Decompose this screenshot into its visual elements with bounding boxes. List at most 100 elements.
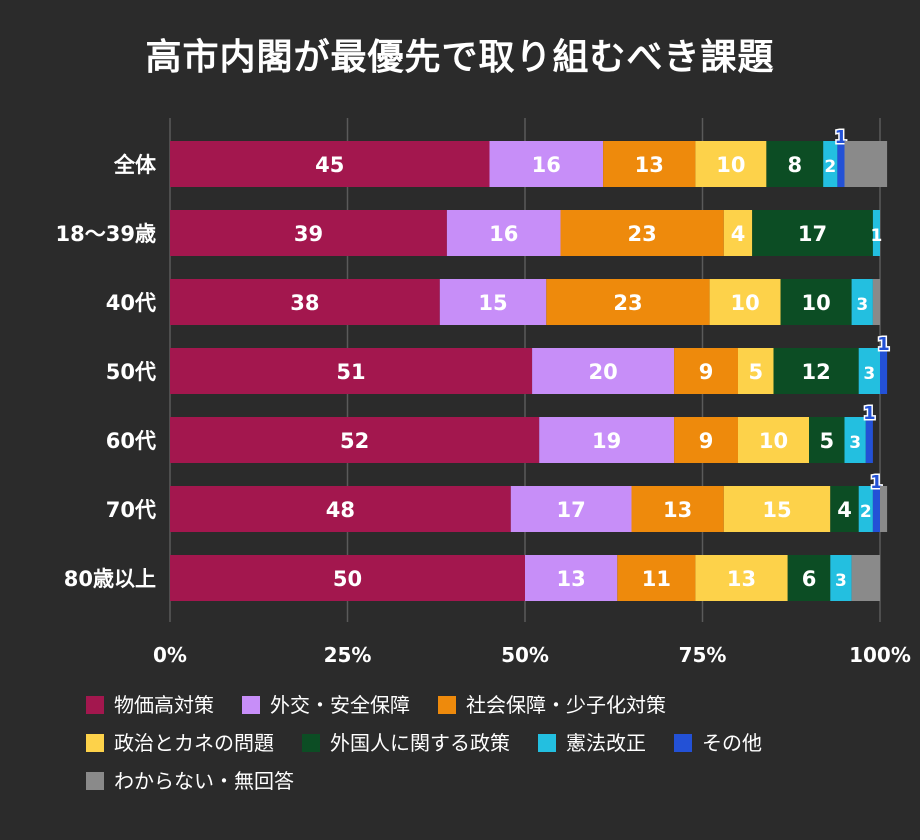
x-tick-label: 75% xyxy=(679,643,727,667)
bar-segment xyxy=(723,486,831,532)
data-label: 20 xyxy=(588,360,617,384)
data-label: 17 xyxy=(798,222,827,246)
legend-swatch xyxy=(538,734,556,752)
data-label: 4 xyxy=(731,222,746,246)
legend-swatch xyxy=(86,696,104,714)
bar-segment xyxy=(532,348,675,394)
bar-segment xyxy=(170,348,533,394)
data-label: 2 xyxy=(824,157,836,177)
data-label: 3 xyxy=(856,295,868,315)
bar-segment xyxy=(546,279,710,325)
bar-segment xyxy=(674,417,738,463)
legend-swatch xyxy=(674,734,692,752)
bar-segment xyxy=(695,555,788,601)
bar-segment xyxy=(510,486,632,532)
bar-segment xyxy=(823,141,838,187)
bar-segment xyxy=(439,279,547,325)
bar-segment xyxy=(752,210,873,256)
legend-swatch xyxy=(86,734,104,752)
bar-segment xyxy=(170,555,525,601)
legend-label: 物価高対策 xyxy=(114,693,214,717)
data-label: 12 xyxy=(801,360,830,384)
bar-segment xyxy=(858,348,880,394)
bar-segment xyxy=(539,417,675,463)
data-label: 5 xyxy=(748,360,763,384)
bar-segment xyxy=(170,417,540,463)
data-label: 48 xyxy=(326,498,355,522)
data-label: 13 xyxy=(635,153,664,177)
bar-segment xyxy=(787,555,831,601)
bar-segment xyxy=(872,486,880,532)
data-label: 13 xyxy=(727,567,756,591)
data-label: 6 xyxy=(802,567,817,591)
bar-segment xyxy=(695,141,767,187)
bar-segment xyxy=(872,210,880,256)
data-label: 39 xyxy=(294,222,323,246)
data-label: 45 xyxy=(315,153,344,177)
category-label: 40代 xyxy=(106,291,156,315)
bar-segment xyxy=(674,348,738,394)
bar-segment xyxy=(709,279,781,325)
data-label: 23 xyxy=(628,222,657,246)
bar-segment xyxy=(603,141,696,187)
bar-segment xyxy=(830,486,859,532)
data-label: 9 xyxy=(699,360,714,384)
data-label: 1 xyxy=(863,403,876,424)
legend-swatch xyxy=(438,696,456,714)
x-tick-label: 50% xyxy=(501,643,549,667)
bar-segment xyxy=(872,279,880,325)
bar-segment xyxy=(525,555,618,601)
data-label: 3 xyxy=(835,571,847,591)
legend-swatch xyxy=(86,772,104,790)
bar-segment xyxy=(738,348,774,394)
legend-label: 政治とカネの問題 xyxy=(114,731,274,755)
bar-segment xyxy=(851,555,880,601)
data-label: 9 xyxy=(699,429,714,453)
legend-item: 外国人に関する政策 xyxy=(302,730,510,756)
x-tick-label: 100% xyxy=(849,643,911,667)
bar-segment xyxy=(844,141,888,187)
legend-label: 社会保障・少子化対策 xyxy=(466,693,666,717)
bar-segment xyxy=(780,279,852,325)
data-label: 10 xyxy=(730,291,759,315)
legend-item: わからない・無回答 xyxy=(86,768,294,794)
legend-item: 憲法改正 xyxy=(538,730,646,756)
legend-label: 憲法改正 xyxy=(566,731,646,755)
bar-segment xyxy=(723,210,753,256)
data-label: 16 xyxy=(532,153,561,177)
bar-segment xyxy=(738,417,809,463)
bar-segment xyxy=(844,417,866,463)
legend-label: その他 xyxy=(702,731,762,755)
data-label: 13 xyxy=(557,567,586,591)
legend-item: 社会保障・少子化対策 xyxy=(438,692,666,718)
data-label: 51 xyxy=(336,360,365,384)
legend-swatch xyxy=(242,696,260,714)
legend-item: 政治とカネの問題 xyxy=(86,730,274,756)
category-label: 70代 xyxy=(106,498,156,522)
data-label: 10 xyxy=(716,153,745,177)
bar-segment xyxy=(170,210,447,256)
category-label: 全体 xyxy=(113,153,157,177)
data-label: 10 xyxy=(801,291,830,315)
data-label: 50 xyxy=(333,567,362,591)
data-label: 2 xyxy=(860,502,872,522)
legend-label: 外交・安全保障 xyxy=(270,693,410,717)
category-label: 50代 xyxy=(106,360,156,384)
legend-label: 外国人に関する政策 xyxy=(330,731,510,755)
legend-item: その他 xyxy=(674,730,762,756)
data-label: 3 xyxy=(863,364,875,384)
bar-segment xyxy=(851,279,873,325)
bar-segment xyxy=(809,417,845,463)
bar-segment xyxy=(880,486,888,532)
data-label: 3 xyxy=(849,433,861,453)
legend-item: 外交・安全保障 xyxy=(242,692,410,718)
data-label: 11 xyxy=(642,567,671,591)
data-label: 15 xyxy=(478,291,507,315)
bar-segment xyxy=(880,348,888,394)
chart-title: 高市内閣が最優先で取り組むべき課題 xyxy=(145,37,775,78)
bar-segment xyxy=(446,210,561,256)
legend-swatch xyxy=(302,734,320,752)
data-label: 5 xyxy=(819,429,834,453)
bar-segment xyxy=(837,141,845,187)
